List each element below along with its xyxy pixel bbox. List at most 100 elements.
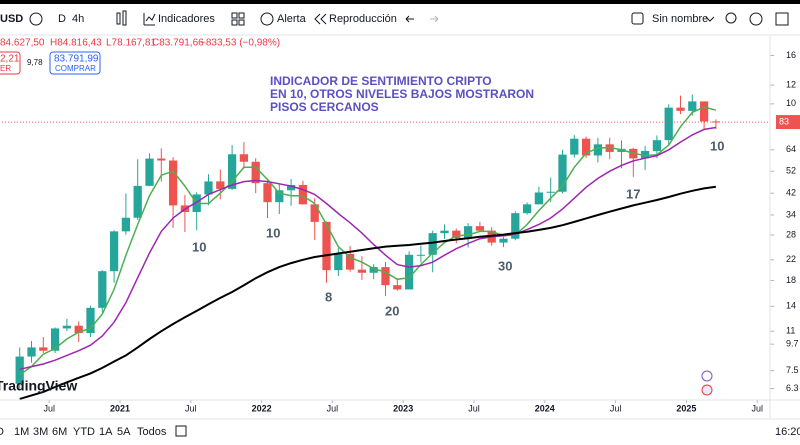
candle-body — [511, 213, 520, 239]
chart-type-icon[interactable] — [116, 12, 121, 25]
x-tick-label: 2023 — [393, 403, 413, 413]
x-tick-label: Jul — [610, 403, 622, 413]
y-tick-label: 10 — [786, 98, 796, 108]
annotation-title: PISOS CERCANOS — [270, 100, 379, 114]
symbol[interactable]: USD — [0, 13, 23, 25]
annotation-level: 10 — [192, 239, 206, 254]
range-button[interactable]: D — [0, 426, 4, 438]
y-tick-label: 16 — [786, 50, 796, 60]
layout-icon[interactable] — [238, 12, 245, 19]
indicators-button[interactable]: Indicadores — [158, 13, 215, 25]
candle-body — [145, 158, 154, 186]
candle-body — [664, 107, 673, 141]
layout-name[interactable]: Sin nombre — [652, 13, 708, 25]
candle-body — [86, 307, 95, 334]
annotation-title: INDICADOR DE SENTIMIENTO CRIPTO — [270, 74, 492, 88]
x-tick-label: Jul — [327, 403, 339, 413]
candle-body — [157, 158, 166, 161]
candle-body — [475, 226, 485, 231]
layout-icon[interactable] — [238, 19, 245, 26]
y-tick-label: 42 — [786, 188, 796, 198]
sell-price: 2,21 — [0, 54, 20, 65]
candle-body — [522, 204, 532, 214]
y-tick-label: 11 — [786, 326, 795, 336]
checkbox[interactable] — [631, 12, 644, 25]
candle-body — [50, 328, 60, 351]
interval-prefix[interactable]: D — [58, 13, 66, 25]
range-button[interactable]: Todos — [137, 426, 167, 438]
candle-body — [334, 253, 343, 271]
candle-body — [227, 154, 237, 189]
candle-body — [640, 150, 650, 159]
candle-body — [98, 271, 107, 308]
buy-box[interactable] — [49, 51, 101, 75]
candle-body — [251, 161, 260, 184]
ohlc-change: −833,53 (−0,98%) — [200, 38, 280, 49]
add-symbol[interactable] — [29, 12, 43, 26]
candle-body — [369, 267, 378, 273]
ohlc-high: H84.816,43 — [50, 38, 102, 49]
undo[interactable] — [405, 15, 414, 23]
x-tick-label: 2025 — [676, 403, 696, 413]
range-button[interactable]: 1A — [99, 426, 113, 438]
replay-button[interactable]: Reproducción — [329, 13, 397, 25]
candle-body — [463, 226, 473, 238]
indicators-icon[interactable] — [143, 13, 156, 26]
candle-body — [404, 254, 414, 290]
candle-body — [546, 191, 555, 193]
candle-body — [204, 181, 213, 195]
alert-icon[interactable] — [260, 12, 274, 26]
chart-type-icon[interactable] — [122, 10, 127, 26]
candle-body — [39, 347, 48, 351]
candle-body — [27, 347, 36, 357]
price-tag-label: 83 — [779, 116, 789, 126]
annotation-level: 10 — [710, 138, 724, 153]
candle-body — [499, 238, 508, 243]
sell-box[interactable] — [0, 51, 21, 75]
candle-body — [452, 230, 461, 238]
moving-average — [19, 126, 717, 371]
interval[interactable]: 4h — [72, 13, 84, 25]
event-icon[interactable] — [701, 370, 713, 382]
moving-average — [19, 185, 717, 400]
range-button[interactable]: YTD — [73, 426, 95, 438]
x-tick-label: Jul — [751, 403, 763, 413]
price-tag — [776, 115, 800, 130]
buy-label: COMPRAR — [55, 64, 96, 73]
fullscreen-icon[interactable] — [775, 12, 789, 26]
sell-label: ER — [0, 64, 11, 73]
candle-body — [263, 183, 272, 203]
range-button[interactable]: 1M — [14, 426, 29, 438]
annotation-level: 17 — [626, 186, 640, 201]
y-tick-label: 52 — [786, 166, 796, 176]
bottom-bar: D 1M 3M 6M YTD 1A 5A Todos — [0, 426, 167, 438]
search-icon[interactable] — [725, 12, 737, 24]
candle-body — [322, 221, 331, 271]
range-button[interactable]: 5A — [117, 426, 131, 438]
candle-body — [310, 204, 319, 222]
layout-icon[interactable] — [231, 19, 238, 26]
annotation-level: 20 — [385, 303, 399, 318]
settings-icon[interactable] — [749, 12, 763, 26]
candle-body — [15, 356, 24, 384]
clock: 16:20 — [775, 426, 800, 438]
dropdown[interactable] — [705, 16, 715, 22]
layout-icon[interactable] — [231, 12, 238, 19]
calendar-icon[interactable] — [175, 425, 187, 437]
range-button[interactable]: 3M — [33, 426, 48, 438]
event-icon[interactable] — [701, 384, 713, 396]
redo[interactable] — [430, 15, 439, 23]
top-edge — [0, 0, 800, 4]
range-button[interactable]: 6M — [52, 426, 67, 438]
candle-body — [74, 325, 83, 334]
x-tick-label: 2022 — [252, 403, 272, 413]
watermark: TradingView — [0, 378, 77, 394]
alert-button[interactable]: Alerta — [277, 13, 307, 25]
replay-icon[interactable] — [314, 13, 327, 25]
candle-body — [109, 231, 119, 272]
candle-body — [676, 107, 685, 111]
ohlc-open: 84.627,50 — [0, 38, 45, 49]
x-tick-label: Jul — [43, 403, 55, 413]
